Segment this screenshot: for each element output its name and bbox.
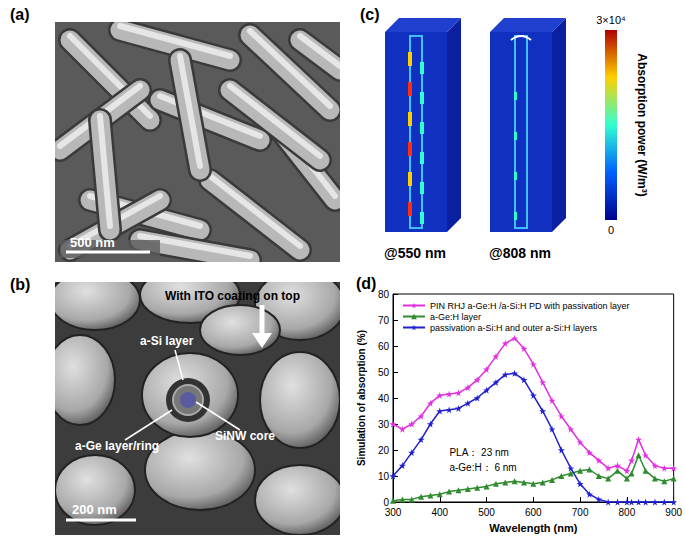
svg-text:PIN RHJ a-Ge:H /a-Si:H PD with: PIN RHJ a-Ge:H /a-Si:H PD with passivati… — [430, 301, 630, 311]
svg-text:30: 30 — [378, 419, 390, 430]
svg-text:a-Ge:H： 6 nm: a-Ge:H： 6 nm — [449, 462, 516, 473]
svg-text:50: 50 — [378, 367, 390, 378]
svg-text:a-Ge layer/ring: a-Ge layer/ring — [75, 439, 159, 453]
svg-text:900: 900 — [665, 507, 682, 518]
svg-text:@808 nm: @808 nm — [489, 245, 551, 261]
svg-text:PLA： 23 nm: PLA： 23 nm — [449, 447, 508, 458]
svg-text:40: 40 — [378, 393, 390, 404]
svg-text:(c): (c) — [360, 6, 380, 23]
svg-text:800: 800 — [619, 507, 636, 518]
svg-text:Simulation of absorption (%): Simulation of absorption (%) — [356, 330, 367, 466]
svg-text:a-Si layer: a-Si layer — [140, 334, 194, 348]
svg-text:500 nm: 500 nm — [70, 235, 115, 250]
svg-text:passivation a-Si:H and outer a: passivation a-Si:H and outer a-Si:H laye… — [430, 323, 598, 333]
svg-text:500: 500 — [478, 507, 495, 518]
svg-text:0: 0 — [383, 496, 389, 508]
svg-text:70: 70 — [378, 315, 390, 326]
svg-text:300: 300 — [385, 507, 402, 518]
svg-text:a-Ge:H layer: a-Ge:H layer — [430, 312, 481, 322]
svg-text:Wavelength (nm): Wavelength (nm) — [489, 522, 578, 534]
svg-text:600: 600 — [525, 507, 542, 518]
svg-text:0: 0 — [608, 224, 614, 236]
svg-text:700: 700 — [572, 507, 589, 518]
svg-text:20: 20 — [378, 445, 390, 456]
svg-text:Absorption power (W/m³): Absorption power (W/m³) — [635, 53, 649, 196]
svg-text:(d): (d) — [356, 275, 376, 292]
svg-text:SiNW core: SiNW core — [215, 429, 275, 443]
svg-text:3×10⁴: 3×10⁴ — [596, 14, 626, 26]
svg-text:80: 80 — [378, 289, 390, 300]
svg-text:10: 10 — [378, 471, 390, 482]
svg-text:60: 60 — [378, 341, 390, 352]
svg-text:(b): (b) — [10, 276, 30, 293]
svg-text:@550 nm: @550 nm — [384, 245, 446, 261]
svg-text:200 nm: 200 nm — [72, 502, 117, 517]
svg-text:(a): (a) — [10, 6, 30, 23]
svg-text:400: 400 — [431, 507, 448, 518]
svg-text:With ITO coating on top: With ITO coating on top — [165, 289, 300, 303]
